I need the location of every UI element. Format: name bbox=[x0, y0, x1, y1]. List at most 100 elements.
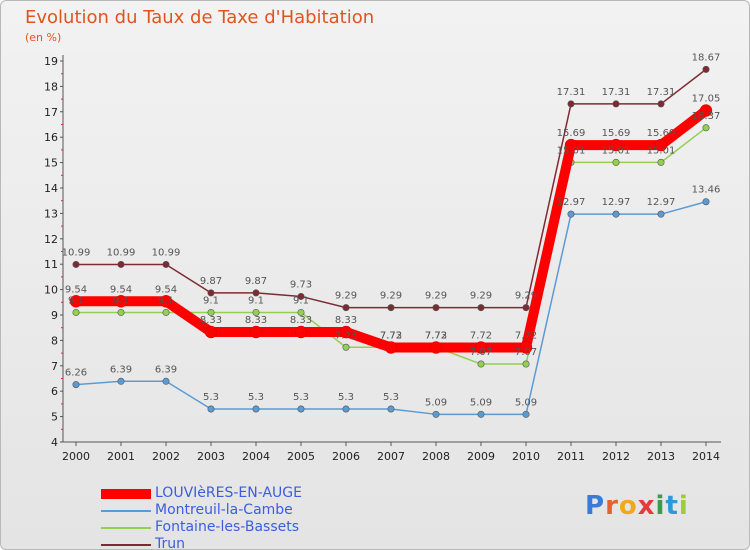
data-label: 5.3 bbox=[248, 392, 264, 403]
data-label: 6.39 bbox=[155, 364, 177, 375]
x-tick-label: 2006 bbox=[332, 450, 360, 463]
series-point-3 bbox=[342, 304, 350, 312]
x-tick-label: 2002 bbox=[152, 450, 180, 463]
data-label: 9.87 bbox=[200, 276, 222, 287]
series-point-1 bbox=[297, 405, 305, 413]
legend-label: Montreuil-la-Cambe bbox=[155, 502, 293, 518]
series-point-3 bbox=[117, 260, 125, 268]
data-label: 9.1 bbox=[248, 295, 264, 306]
data-label: 17.31 bbox=[647, 87, 676, 98]
data-label: 5.09 bbox=[425, 397, 447, 408]
data-label: 5.3 bbox=[338, 392, 354, 403]
legend-label: Fontaine-les-Bassets bbox=[155, 519, 300, 535]
data-label: 7.73 bbox=[425, 330, 447, 341]
data-label: 17.05 bbox=[692, 94, 721, 105]
series-point-2 bbox=[477, 360, 485, 368]
y-tick-label: 4 bbox=[51, 436, 58, 449]
series-point-3 bbox=[252, 289, 260, 297]
data-label: 9.1 bbox=[293, 295, 309, 306]
logo-letter: i bbox=[678, 491, 689, 521]
x-tick-label: 2010 bbox=[512, 450, 540, 463]
data-label: 7.72 bbox=[425, 331, 447, 342]
series-point-2 bbox=[297, 308, 305, 316]
series-point-3 bbox=[702, 65, 710, 73]
data-label: 10.99 bbox=[107, 247, 136, 258]
series-point-2 bbox=[207, 308, 215, 316]
data-label: 15.69 bbox=[647, 128, 676, 139]
x-tick-label: 2014 bbox=[692, 450, 720, 463]
legend-label: Trun bbox=[155, 536, 185, 550]
y-tick-label: 5 bbox=[51, 411, 58, 424]
series-point-1 bbox=[567, 210, 575, 218]
series-point-1 bbox=[612, 210, 620, 218]
series-point-2 bbox=[252, 308, 260, 316]
y-tick-label: 12 bbox=[44, 233, 58, 246]
y-tick-label: 13 bbox=[44, 207, 58, 220]
x-tick-label: 2004 bbox=[242, 450, 270, 463]
data-label: 5.3 bbox=[383, 392, 399, 403]
series-point-1 bbox=[432, 410, 440, 418]
data-label: 7.73 bbox=[335, 330, 357, 341]
series-point-1 bbox=[252, 405, 260, 413]
series-point-0 bbox=[339, 325, 353, 339]
data-label: 15.69 bbox=[557, 128, 586, 139]
series-point-0 bbox=[654, 138, 668, 152]
data-label: 15.01 bbox=[602, 145, 631, 156]
legend-item: Montreuil-la-Cambe bbox=[101, 502, 302, 519]
logo-letter: x bbox=[637, 491, 656, 521]
data-label: 5.09 bbox=[515, 397, 537, 408]
series-point-2 bbox=[612, 158, 620, 166]
data-label: 5.3 bbox=[293, 392, 309, 403]
series-point-1 bbox=[522, 410, 530, 418]
x-tick-label: 2001 bbox=[107, 450, 135, 463]
data-label: 7.73 bbox=[380, 330, 402, 341]
legend-item: Fontaine-les-Bassets bbox=[101, 519, 302, 536]
data-label: 9.54 bbox=[155, 284, 177, 295]
series-point-1 bbox=[342, 405, 350, 413]
y-tick-label: 18 bbox=[44, 80, 58, 93]
series-point-3 bbox=[72, 260, 80, 268]
x-tick-label: 2008 bbox=[422, 450, 450, 463]
series-point-0 bbox=[249, 325, 263, 339]
series-point-1 bbox=[162, 377, 170, 385]
y-tick-label: 9 bbox=[51, 309, 58, 322]
series-point-3 bbox=[567, 100, 575, 108]
data-label: 12.97 bbox=[647, 197, 676, 208]
legend-swatch bbox=[101, 526, 151, 529]
series-point-1 bbox=[117, 377, 125, 385]
y-unit-label: (en %) bbox=[25, 31, 62, 44]
series-point-0 bbox=[69, 295, 83, 308]
series-point-1 bbox=[72, 381, 80, 389]
data-label: 7.07 bbox=[515, 347, 537, 358]
series-point-3 bbox=[612, 100, 620, 108]
y-tick-label: 8 bbox=[51, 334, 58, 347]
data-label: 8.33 bbox=[290, 315, 312, 326]
series-point-2 bbox=[117, 308, 125, 316]
series-point-3 bbox=[657, 100, 665, 108]
logo-letter: P bbox=[585, 491, 606, 521]
data-label: 8.33 bbox=[245, 315, 267, 326]
series-point-3 bbox=[432, 304, 440, 312]
x-tick-label: 2007 bbox=[377, 450, 405, 463]
chart-title: Evolution du Taux de Taxe d'Habitation bbox=[25, 7, 375, 28]
data-label: 9.54 bbox=[65, 284, 87, 295]
series-point-0 bbox=[519, 341, 533, 354]
data-label: 8.33 bbox=[200, 315, 222, 326]
series-point-3 bbox=[477, 304, 485, 312]
x-tick-label: 2003 bbox=[197, 450, 225, 463]
data-label: 9.87 bbox=[245, 276, 267, 287]
series-point-0 bbox=[564, 138, 578, 152]
data-label: 8.33 bbox=[335, 315, 357, 326]
proxiti-logo: Proxiti bbox=[585, 491, 689, 521]
y-tick-label: 14 bbox=[44, 182, 58, 195]
data-label: 10.99 bbox=[62, 247, 91, 258]
logo-letter: r bbox=[605, 491, 619, 521]
legend-item: Trun bbox=[101, 536, 302, 550]
series-point-1 bbox=[387, 405, 395, 413]
data-label: 9.29 bbox=[380, 291, 402, 302]
series-point-0 bbox=[384, 341, 398, 354]
data-label: 9.1 bbox=[113, 295, 129, 306]
series-point-0 bbox=[114, 295, 128, 308]
